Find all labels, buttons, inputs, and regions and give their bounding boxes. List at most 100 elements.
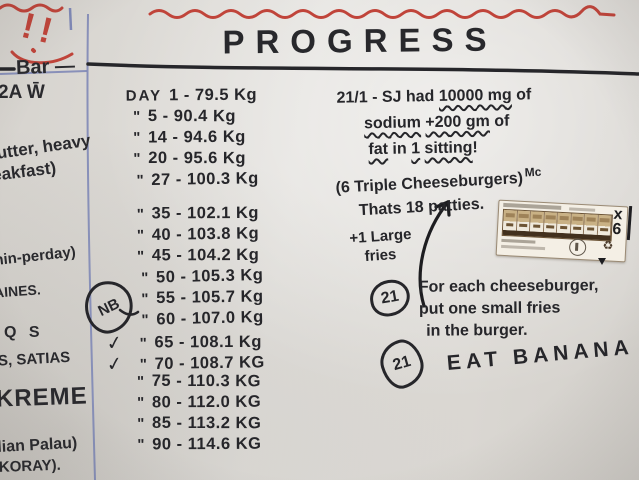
- left-margin-line: KREME: [0, 382, 89, 413]
- weight-entry: 90 - 114.6 KG: [152, 434, 262, 454]
- ditto-mark: DAY: [125, 87, 163, 105]
- multiplier-value: 6: [611, 220, 622, 239]
- board-title: PROGRESS: [222, 20, 498, 61]
- sodium-note: 21/1 - SJ had 10000 mg of sodium +200 gm …: [336, 82, 532, 163]
- checkmark-icon: [104, 184, 130, 188]
- ditto-mark: ": [136, 172, 145, 190]
- weight-log-row: " 90 - 114.6 KG: [104, 434, 329, 457]
- weight-entry: 27 - 100.3 Kg: [151, 169, 259, 189]
- checkmark-icon: [104, 260, 130, 264]
- left-margin-line: ES, SATIAS: [0, 348, 71, 371]
- note-text: !: [472, 139, 478, 157]
- checkmark-icon: [100, 99, 126, 103]
- ditto-mark: ": [133, 108, 141, 126]
- note-text: 21/1 - SJ had: [336, 87, 439, 107]
- weight-entry: 55 - 105.7 Kg: [156, 287, 264, 307]
- sodium-note-line: fat in 1 sitting!: [368, 134, 532, 163]
- left-margin-line: Bar —: [15, 54, 76, 80]
- left-margin-line: dian Palau): [0, 434, 78, 457]
- left-margin-line: AINES.: [0, 281, 42, 301]
- weight-log-row: " 27 - 100.3 Kg: [103, 168, 328, 193]
- weight-log-row: " 80 - 112.0 KG: [104, 392, 329, 415]
- certification-mark-icon: [568, 238, 587, 257]
- weight-entry: 5 - 90.4 Kg: [147, 106, 237, 126]
- circled-21-badge: 21: [375, 335, 429, 393]
- checkmark-icon: [104, 406, 130, 410]
- ditto-mark: ": [137, 436, 146, 454]
- left-margin-line: 2A W̄: [0, 82, 45, 103]
- left-margin-line: eakfast): [0, 158, 58, 185]
- weight-log-row: " 85 - 113.2 KG: [104, 413, 329, 436]
- nutrition-cell: [529, 211, 545, 233]
- ditto-mark: ": [139, 335, 148, 353]
- checkmark-icon: [104, 218, 130, 222]
- nutrition-cell: [570, 213, 585, 235]
- ditto-mark: ": [137, 415, 145, 433]
- ditto-mark: ": [136, 373, 145, 391]
- blue-tick: [68, 7, 73, 31]
- weight-entry: 45 - 104.2 Kg: [151, 245, 260, 265]
- nb-label: NB: [95, 294, 123, 320]
- instruction-line: For each cheeseburger,: [418, 277, 599, 296]
- sticker-fine-print: [501, 238, 536, 244]
- mc-superscript: Mc: [524, 164, 542, 180]
- ditto-mark: ": [141, 269, 150, 287]
- weight-entry: 40 - 103.8 Kg: [151, 224, 260, 244]
- nutrition-cell: [516, 210, 531, 232]
- blue-vertical-line: [86, 13, 96, 480]
- instruction-line: put one small fries: [418, 299, 561, 318]
- nutrition-table: [501, 208, 613, 242]
- red-squiggle-title: [148, 5, 616, 19]
- weight-entry: 65 - 108.1 Kg: [154, 332, 262, 352]
- weight-entry: 75 - 110.3 KG: [151, 371, 262, 391]
- circled-21-badge: 21: [367, 276, 413, 320]
- checkmark-icon: [104, 385, 130, 389]
- weight-entry: 80 - 112.0 KG: [151, 392, 262, 412]
- weight-log-row: ✓ " 70 - 108.7 KG: [105, 349, 331, 376]
- underlined-text: 10000 mg: [438, 86, 512, 105]
- weight-log-row: DAY 1 - 79.5 Kg: [100, 85, 325, 108]
- fries-note: +1 Large fries: [349, 225, 414, 267]
- ditto-mark: ": [136, 227, 145, 245]
- weight-entry: 60 - 107.0 Kg: [156, 307, 264, 329]
- small-arrow-mark: [598, 258, 606, 265]
- weight-log: DAY 1 - 79.5 Kg " 5 - 90.4 Kg " 14 - 94.…: [100, 85, 328, 457]
- weight-entry: 20 - 95.6 Kg: [148, 148, 246, 168]
- weight-log-row: " 14 - 94.6 Kg: [100, 127, 325, 150]
- ditto-mark: ": [136, 206, 145, 224]
- red-exclamation-doodle: !!: [17, 4, 63, 53]
- nutrition-cell: [502, 209, 518, 231]
- underlined-text: +200 gm: [425, 113, 490, 132]
- checkmark-icon: [100, 141, 126, 145]
- instruction-lines: For each cheeseburger, put one small frie…: [419, 275, 599, 343]
- red-doodle-dot: [31, 48, 36, 53]
- weight-entry: 14 - 94.6 Kg: [148, 127, 246, 147]
- sticker-fine-print: [569, 207, 596, 212]
- left-margin-line: Q S: [4, 324, 44, 341]
- note-text: of: [511, 86, 532, 104]
- weight-entry: 85 - 113.2 KG: [152, 413, 262, 433]
- underlined-text: 1: [410, 140, 421, 158]
- nutrition-cell: [556, 212, 572, 234]
- instruction-note: 21 For each cheeseburger, put one small f…: [367, 275, 599, 343]
- banana-note: 21 EAT BANANA: [375, 335, 635, 393]
- checkmark-icon: [100, 120, 126, 124]
- checkmark-icon: [100, 162, 126, 166]
- ditto-mark: ": [141, 311, 150, 329]
- nutrition-cell: [597, 214, 612, 236]
- nutrition-cell: [543, 212, 558, 233]
- banana-text: EAT BANANA: [445, 335, 635, 375]
- underlined-text: sitting: [424, 139, 473, 158]
- recycle-icon: ♻: [602, 238, 614, 253]
- sodium-note-line: 21/1 - SJ had 10000 mg of: [336, 82, 531, 111]
- note-text: in: [387, 140, 412, 158]
- ditto-mark: ": [141, 290, 150, 308]
- sticker-fine-print: [501, 244, 546, 251]
- underlined-text: fat: [368, 140, 389, 159]
- ditto-mark: ": [133, 129, 141, 147]
- note-text: of: [489, 112, 510, 131]
- weight-log-row: " 5 - 90.4 Kg: [100, 106, 325, 129]
- left-margin-line: min-perday): [0, 243, 77, 270]
- ditto-mark: ": [139, 356, 148, 374]
